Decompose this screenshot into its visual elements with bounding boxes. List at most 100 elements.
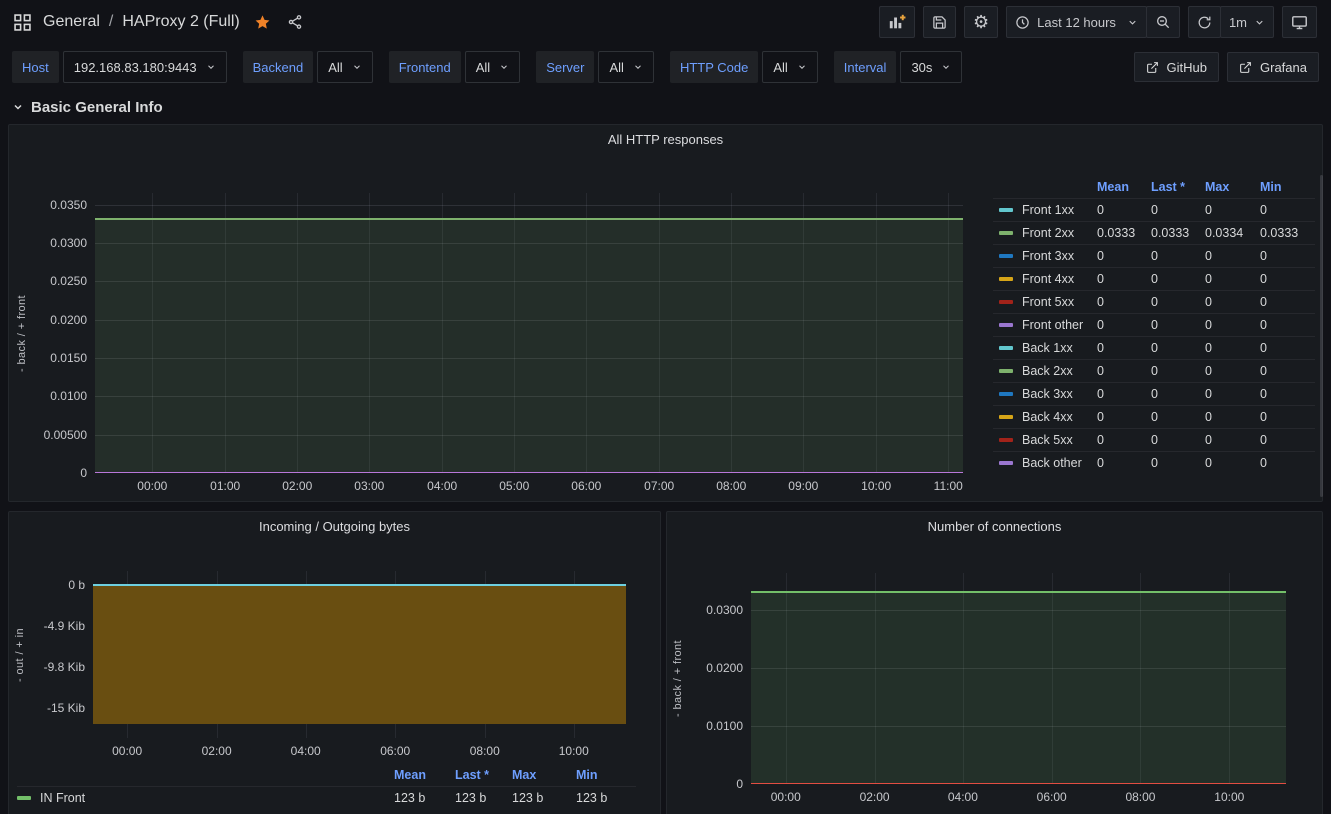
variable-label: Frontend bbox=[388, 51, 461, 83]
legend-series-toggle[interactable]: IN Front bbox=[17, 791, 394, 805]
variable-group-http-code: HTTP Code All bbox=[669, 51, 818, 83]
legend-value: 0 bbox=[1205, 203, 1212, 217]
gridline-vertical bbox=[659, 193, 661, 473]
legend-series-toggle[interactable]: Front 2xx bbox=[999, 226, 1097, 240]
variable-label: Backend bbox=[242, 51, 314, 83]
legend-series-toggle[interactable]: Front 5xx bbox=[999, 295, 1097, 309]
legend-series-toggle[interactable]: Back 4xx bbox=[999, 410, 1097, 424]
variable-dropdown[interactable]: All bbox=[598, 51, 654, 83]
series-name: Back 4xx bbox=[1022, 410, 1073, 424]
legend-series-toggle[interactable]: Back 1xx bbox=[999, 341, 1097, 355]
panel-title[interactable]: Number of connections bbox=[927, 518, 1062, 534]
legend-column-header[interactable]: Last * bbox=[1151, 179, 1186, 194]
plot-area[interactable] bbox=[95, 193, 963, 473]
legend-series-toggle[interactable]: Back 5xx bbox=[999, 433, 1097, 447]
variable-dropdown[interactable]: 30s bbox=[900, 51, 963, 83]
tv-mode-button[interactable] bbox=[1282, 6, 1317, 38]
zoom-out-time-button[interactable] bbox=[1145, 6, 1180, 38]
legend-series-toggle[interactable]: Back 3xx bbox=[999, 387, 1097, 401]
legend-column-header[interactable]: Min bbox=[1260, 179, 1282, 194]
legend-column-header[interactable]: Max bbox=[1205, 179, 1230, 194]
y-axis: 0 0.0100 0.0200 0.0300 bbox=[689, 573, 751, 791]
dashboard-link-grafana[interactable]: Grafana bbox=[1227, 52, 1319, 82]
chevron-down-icon bbox=[12, 101, 24, 113]
legend-scrollbar[interactable] bbox=[1320, 175, 1323, 497]
link-label: Grafana bbox=[1260, 59, 1307, 75]
panel-title[interactable]: All HTTP responses bbox=[607, 131, 724, 147]
legend-row: Front 2xx 0.0333 0.0333 0.0334 0.0333 bbox=[993, 221, 1315, 244]
series-color-swatch bbox=[999, 231, 1013, 235]
series-color-swatch bbox=[999, 415, 1013, 419]
gridline-vertical bbox=[442, 193, 444, 473]
series-area bbox=[95, 217, 963, 473]
y-tick-label: -15 Kib bbox=[46, 700, 85, 715]
legend-value: 0 bbox=[1151, 341, 1158, 355]
legend-series-toggle[interactable]: Back 2xx bbox=[999, 364, 1097, 378]
x-tick-label: 02:00 bbox=[201, 744, 232, 758]
gridline-vertical bbox=[1140, 573, 1142, 784]
x-tick-label: 05:00 bbox=[499, 479, 530, 493]
plot-area[interactable] bbox=[751, 573, 1286, 784]
time-range-picker[interactable]: Last 12 hours bbox=[1006, 6, 1147, 38]
legend-column-header[interactable]: Last * bbox=[455, 768, 490, 782]
panel-title[interactable]: Incoming / Outgoing bytes bbox=[258, 518, 411, 534]
legend-series-toggle[interactable]: Back other bbox=[999, 456, 1097, 470]
legend-table: Mean Last * Max Min Front 1xx 0 0 0 0 Front 2xx 0.… bbox=[993, 175, 1323, 497]
legend-series-toggle[interactable]: Front other bbox=[999, 318, 1097, 332]
legend-value: 0 bbox=[1260, 249, 1267, 263]
series-color-swatch bbox=[999, 346, 1013, 350]
legend-column-header[interactable]: Mean bbox=[394, 768, 426, 782]
dashboards-grid-icon[interactable] bbox=[14, 13, 31, 31]
variable-value: All bbox=[328, 59, 343, 75]
legend-row: Front 4xx 0 0 0 0 bbox=[993, 267, 1315, 290]
legend-column-header[interactable]: Mean bbox=[1097, 179, 1129, 194]
variable-dropdown[interactable]: All bbox=[464, 51, 521, 83]
x-tick-label: 00:00 bbox=[137, 479, 168, 493]
y-tick-label: 0.0300 bbox=[50, 235, 87, 250]
legend-value: 0 bbox=[1097, 410, 1104, 424]
gridline-horizontal bbox=[751, 610, 1286, 612]
refresh-button[interactable] bbox=[1187, 6, 1221, 38]
legend-series-toggle[interactable]: Front 1xx bbox=[999, 203, 1097, 217]
legend-series-toggle[interactable]: Front 4xx bbox=[999, 272, 1097, 286]
legend-series-toggle[interactable]: Front 3xx bbox=[999, 249, 1097, 263]
x-tick-label: 04:00 bbox=[947, 790, 978, 804]
variable-dropdown[interactable]: All bbox=[762, 51, 818, 83]
http-responses-chart: - back / + front 0 0.00500 0.0100 0.0150 0.0… bbox=[11, 153, 963, 495]
series-name: Front 1xx bbox=[1022, 203, 1075, 217]
y-tick-label: 0.0200 bbox=[706, 661, 743, 676]
x-axis: 00:00 02:00 04:00 06:00 08:00 10:00 bbox=[751, 784, 1286, 806]
dashboard-link-github[interactable]: GitHub bbox=[1133, 52, 1220, 82]
legend-header-row: Mean Last * Max Min bbox=[993, 175, 1315, 198]
gridline-horizontal bbox=[95, 434, 963, 436]
save-dashboard-button[interactable] bbox=[923, 6, 957, 38]
panel-all-http-responses: All HTTP responses - back / + front 0 0.0… bbox=[8, 124, 1323, 502]
x-tick-label: 08:00 bbox=[1125, 790, 1156, 804]
x-tick-label: 04:00 bbox=[427, 479, 458, 493]
legend-column-header[interactable]: Min bbox=[576, 768, 598, 782]
add-panel-button[interactable] bbox=[879, 6, 916, 38]
refresh-interval-picker[interactable]: 1m bbox=[1219, 6, 1274, 38]
share-icon[interactable] bbox=[287, 14, 303, 30]
legend-value: 0 bbox=[1260, 433, 1267, 447]
row-basic-general-info[interactable]: Basic General Info bbox=[0, 90, 1331, 124]
plot-area[interactable] bbox=[93, 571, 626, 738]
legend-value: 0 bbox=[1260, 318, 1267, 332]
legend-value: 0 bbox=[1260, 341, 1267, 355]
legend-column-header[interactable]: Max bbox=[512, 768, 537, 782]
breadcrumb-section[interactable]: General bbox=[43, 13, 100, 30]
dashboard-settings-button[interactable]: ⚙ bbox=[964, 6, 999, 38]
legend-value: 0 bbox=[1205, 364, 1212, 378]
variable-dropdown[interactable]: 192.168.83.180:9443 bbox=[62, 51, 227, 83]
legend-value: 123 b bbox=[394, 790, 426, 805]
series-color-swatch bbox=[999, 254, 1013, 258]
variable-dropdown[interactable]: All bbox=[317, 51, 373, 83]
legend-value: 0 bbox=[1097, 341, 1104, 355]
series-color-swatch bbox=[999, 392, 1013, 396]
dashboard-title[interactable]: HAProxy 2 (Full) bbox=[122, 13, 240, 30]
variable-value: All bbox=[609, 59, 624, 75]
variable-value: All bbox=[773, 59, 788, 75]
legend-value: 0 bbox=[1260, 387, 1267, 401]
legend-row: Front other 0 0 0 0 bbox=[993, 313, 1315, 336]
star-icon[interactable] bbox=[254, 14, 271, 31]
